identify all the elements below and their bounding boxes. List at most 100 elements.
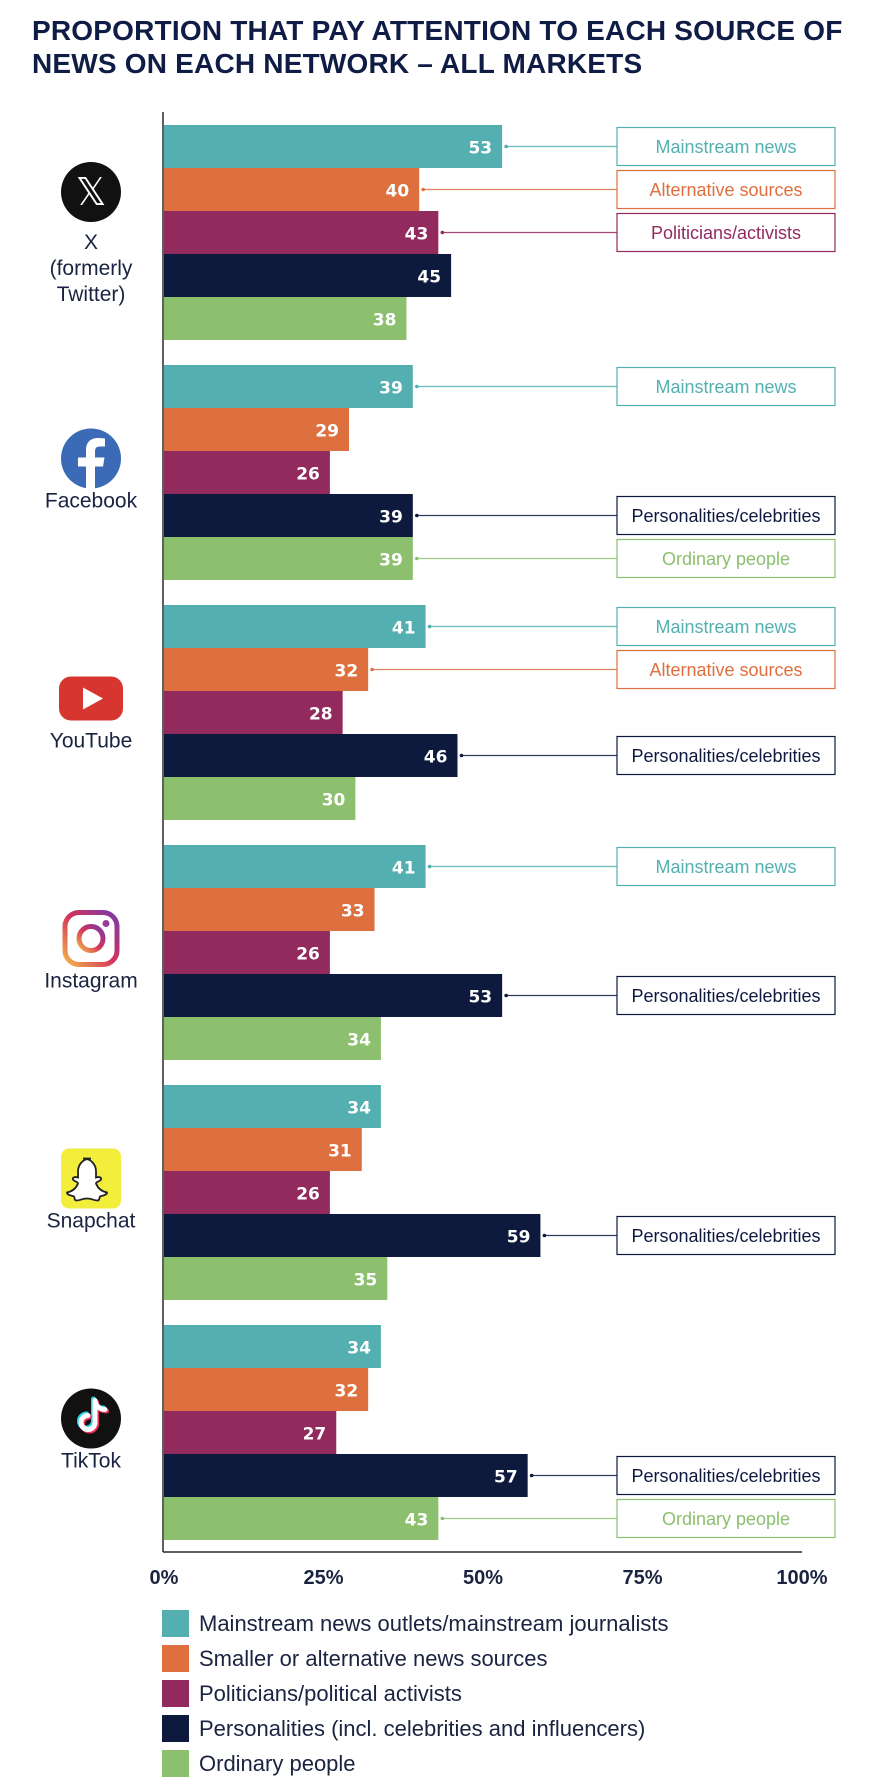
x-tick-label: 0%: [150, 1567, 179, 1589]
legend-label: Ordinary people: [199, 1750, 356, 1776]
bar-value-label: 59: [507, 1228, 531, 1248]
bar-personalities: [164, 734, 458, 777]
youtube-icon-play: [83, 687, 103, 710]
network-label: Instagram: [44, 970, 137, 993]
bar-politicians: [164, 691, 343, 734]
callout-label: Ordinary people: [662, 549, 790, 569]
chart-title-line-2: NEWS ON EACH NETWORK – ALL MARKETS: [32, 48, 643, 79]
bar-politicians: [164, 451, 330, 494]
x-icon-glyph: 𝕏: [76, 170, 107, 214]
bar-ordinary: [164, 1497, 439, 1540]
bar-value-label: 34: [347, 1099, 371, 1119]
callout-box: [616, 1498, 836, 1539]
bar-personalities: [164, 494, 413, 537]
callout-leader-dot: [370, 667, 374, 672]
x-icon: 𝕏: [61, 162, 121, 222]
bar-value-label: 39: [379, 379, 403, 399]
bar-value-label: 53: [468, 139, 492, 159]
facebook-icon-f: [78, 438, 105, 489]
bar-personalities: [164, 1214, 541, 1257]
instagram-icon-dot: [102, 920, 110, 927]
legend-swatch: [162, 1715, 189, 1742]
callout-leader-dot: [415, 556, 419, 561]
bar-value-label: 39: [379, 551, 403, 571]
callout-box: [616, 538, 836, 579]
legend-label: Politicians/political activists: [199, 1680, 462, 1706]
legend-swatch: [162, 1610, 189, 1637]
callout-label: Ordinary people: [662, 1509, 790, 1529]
callout-leader-dot: [427, 864, 432, 869]
callout-box: [616, 126, 836, 167]
bar-value-label: 29: [315, 422, 339, 442]
network-label: Snapchat: [47, 1210, 136, 1233]
callout-leader-dot: [427, 624, 432, 629]
callout-box: [616, 975, 836, 1016]
callout-label: Mainstream news: [655, 857, 796, 877]
bar-personalities: [164, 974, 503, 1017]
bar-value-label: 26: [296, 945, 320, 965]
legend-item-politicians: Politicians/political activists: [162, 1676, 669, 1711]
tiktok-icon: [61, 1388, 121, 1449]
callout-leader-dot: [415, 513, 419, 518]
bar-value-label: 57: [494, 1468, 518, 1488]
x-tick-label: 100%: [776, 1567, 827, 1589]
bar-value-label: 39: [379, 508, 403, 528]
bar-alternative: [164, 408, 350, 451]
bar-value-label: 34: [347, 1031, 371, 1051]
bar-politicians: [164, 931, 330, 974]
bar-value-label: 28: [309, 705, 333, 725]
bar-personalities: [164, 1454, 528, 1497]
bar-politicians: [164, 1411, 337, 1454]
instagram-icon-lens: [76, 924, 106, 953]
bar-value-label: 32: [334, 1382, 358, 1402]
callout-label: Personalities/celebrities: [631, 506, 820, 526]
snapchat-icon: [61, 1148, 121, 1209]
legend-item-personalities: Personalities (incl. celebrities and inf…: [162, 1711, 669, 1746]
callout-leader-dot: [542, 1233, 547, 1238]
bar-mainstream: [164, 605, 426, 648]
bar-value-label: 35: [354, 1271, 378, 1291]
x-tick-label: 25%: [303, 1567, 343, 1589]
callout-label: Mainstream news: [655, 377, 796, 397]
instagram-icon: [62, 910, 120, 967]
bar-value-label: 33: [341, 902, 365, 922]
bar-value-label: 26: [296, 465, 320, 485]
bar-alternative: [164, 1128, 362, 1171]
bar-ordinary: [164, 1257, 388, 1300]
callout-label: Personalities/celebrities: [631, 1226, 820, 1246]
bar-mainstream: [164, 845, 426, 888]
callout-label: Mainstream news: [655, 137, 796, 157]
x-icon-circle: [61, 162, 121, 222]
callout-leader-dot: [504, 144, 508, 149]
bar-chart: 0% 25% 50% 75% 100% 𝕏X (formerly Twitter) 53 40 43…: [44, 112, 836, 1589]
legend-item-ordinary: Ordinary people: [162, 1746, 669, 1781]
legend-swatch: [162, 1680, 189, 1707]
callout-leader-dot: [459, 753, 464, 758]
bar-value-label: 43: [405, 1511, 429, 1531]
callout-leader-dot: [440, 1516, 445, 1521]
bar-value-label: 40: [386, 182, 410, 202]
network-label: (formerly: [50, 257, 133, 280]
bar-value-label: 41: [392, 619, 416, 639]
callout-box: [616, 1455, 836, 1496]
callout-label: Mainstream news: [655, 617, 796, 637]
x-tick-label: 50%: [463, 1567, 503, 1589]
network-label: X: [84, 231, 98, 254]
x-tick-label: 75%: [622, 1567, 662, 1589]
callout-label: Personalities/celebrities: [631, 986, 820, 1006]
callout-leader-dot: [529, 1473, 534, 1478]
callout-label: Politicians/activists: [651, 223, 801, 243]
callout-box: [616, 495, 836, 536]
bar-ordinary: [164, 1017, 381, 1060]
bar-value-label: 41: [392, 859, 416, 879]
callout-box: [616, 212, 836, 253]
snapchat-icon-ghost: [66, 1157, 108, 1202]
callout-box: [616, 735, 836, 776]
legend-item-alternative: Smaller or alternative news sources: [162, 1641, 669, 1676]
bar-value-label: 31: [328, 1142, 352, 1162]
legend-swatch: [162, 1645, 189, 1672]
bar-mainstream: [164, 1325, 381, 1368]
bar-alternative: [164, 1368, 369, 1411]
bar-ordinary: [164, 777, 356, 820]
legend-item-mainstream: Mainstream news outlets/mainstream journ…: [162, 1606, 669, 1641]
